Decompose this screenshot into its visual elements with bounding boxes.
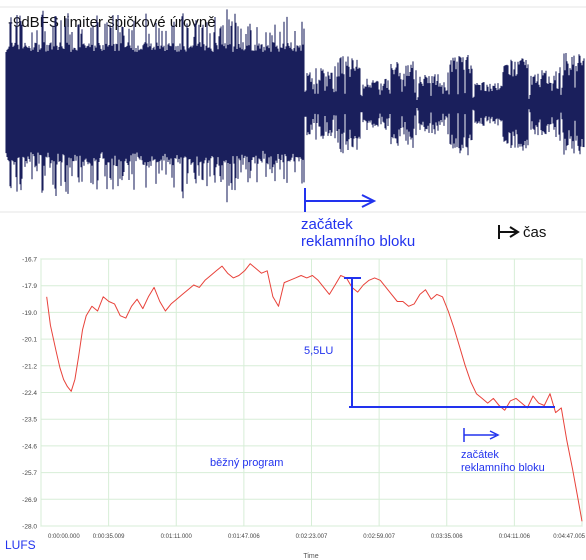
x-tick-label: 0:00:35.009 — [93, 534, 125, 540]
time-label: čas — [523, 224, 546, 241]
ad-start-annotation: začátek reklamního bloku — [301, 188, 415, 250]
y-axis-ticks: -16.7 -17.9 -19.0 -20.1 -21.2 -22.4 -23.5 -24.6… — [22, 257, 37, 531]
y-axis-label: LUFS — [5, 538, 36, 552]
y-tick-label: -16.7 — [22, 257, 37, 264]
difference-annotation: 5,5LU — [304, 277, 555, 408]
program-label: běžný program — [210, 457, 283, 469]
y-tick-label: -20.1 — [22, 337, 37, 344]
x-tick-label: 0:03:35.006 — [431, 534, 463, 540]
x-tick-label: 0:02:59.007 — [363, 534, 395, 540]
grid — [40, 258, 583, 527]
chart-ad-arrow-head — [489, 430, 500, 440]
chart-ad-label-line1: začátek — [461, 449, 499, 461]
waveform-trace — [5, 9, 585, 203]
chart-ad-label-line2: reklamního bloku — [461, 462, 545, 474]
y-tick-label: -21.2 — [22, 363, 37, 370]
ad-start-label-line2: reklamního bloku — [301, 233, 415, 250]
y-tick-label: -28.0 — [22, 524, 37, 531]
waveform-panel: -9dBFS limiter špičkové úrovně začátek r… — [0, 6, 586, 250]
series-line — [46, 263, 583, 522]
y-tick-label: -17.9 — [22, 283, 37, 290]
waveform-title: -9dBFS limiter špičkové úrovně — [8, 14, 216, 31]
y-tick-label: -24.6 — [22, 443, 37, 450]
x-tick-label: 0:01:11.000 — [161, 534, 193, 540]
loudness-chart: -16.7 -17.9 -19.0 -20.1 -21.2 -22.4 -23.5 -24.6… — [5, 257, 586, 560]
x-tick-label: 0:02:23.007 — [296, 534, 328, 540]
y-tick-label: -25.7 — [22, 470, 37, 477]
y-tick-label: -22.4 — [22, 390, 37, 397]
time-axis-annotation: čas — [498, 224, 546, 241]
x-tick-label: 0:04:11.006 — [499, 534, 531, 540]
ad-start-arrow-head — [361, 194, 377, 208]
waveform — [5, 9, 585, 203]
y-tick-label: -26.9 — [22, 497, 37, 504]
x-tick-label: 0:01:47.006 — [228, 534, 260, 540]
x-axis-label: Time — [303, 553, 318, 560]
series-loudness — [46, 263, 583, 522]
x-axis-ticks: 0:00:00.000 0:00:35.009 0:01:11.000 0:01:47… — [48, 534, 586, 540]
ad-start-label-line1: začátek — [301, 216, 353, 233]
y-tick-label: -19.0 — [22, 310, 37, 317]
y-tick-label: -23.5 — [22, 417, 37, 424]
chart-ad-start-annotation: začátek reklamního bloku — [461, 428, 545, 474]
time-arrow-head — [509, 226, 520, 238]
x-tick-label: 0:00:00.000 — [48, 534, 80, 540]
x-tick-label: 0:04:47.005 — [553, 534, 585, 540]
difference-label: 5,5LU — [304, 345, 333, 357]
